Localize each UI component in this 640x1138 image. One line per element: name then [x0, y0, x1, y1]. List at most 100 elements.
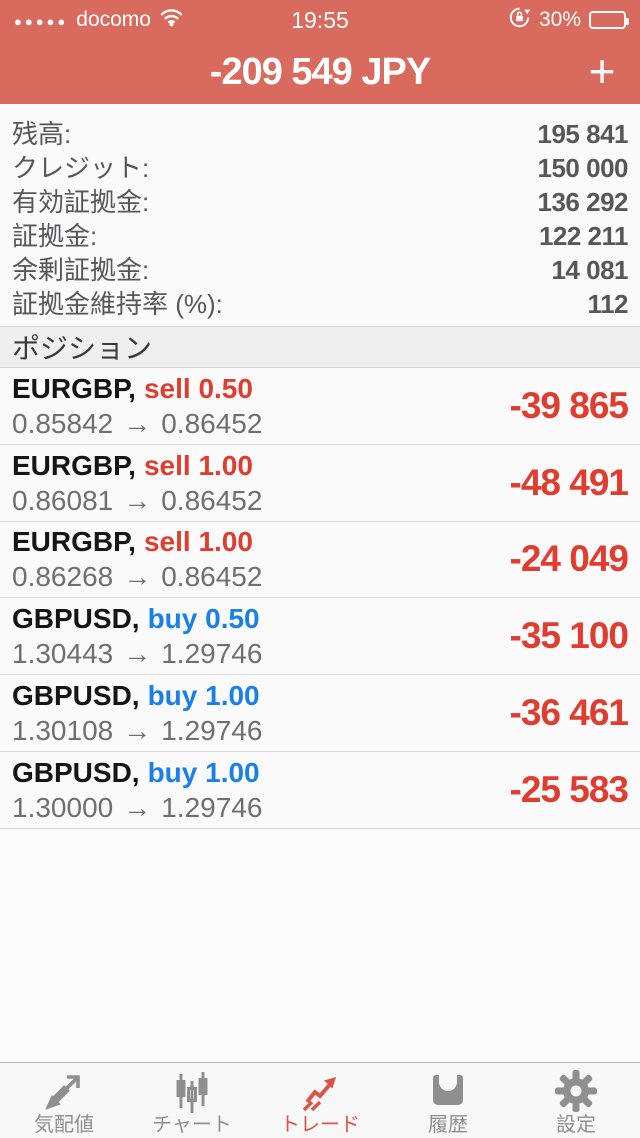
position-info: GBPUSD, buy 0.50 1.30443 → 1.29746	[12, 602, 262, 670]
open-price: 1.30000	[12, 791, 114, 823]
summary-value: 14 081	[551, 255, 628, 285]
account-summary-row: クレジット: 150 000	[12, 148, 629, 183]
battery-percent-label: 30%	[538, 8, 581, 31]
status-bar: ●●●●● docomo 19:55 30%	[0, 0, 640, 40]
tab-bar: 気配値 チャート	[0, 1062, 640, 1138]
tab-charts[interactable]: チャート	[128, 1063, 256, 1138]
current-price: 1.29746	[161, 715, 263, 747]
current-price: 0.86452	[161, 407, 263, 439]
current-price: 1.29746	[161, 638, 263, 670]
position-row[interactable]: EURGBP, sell 1.00 0.86081 → 0.86452 -48 491	[0, 444, 640, 522]
position-prices: 0.85842 → 0.86452	[12, 407, 262, 440]
summary-value: 136 292	[537, 187, 629, 217]
summary-label: 証拠金維持率 (%):	[12, 289, 223, 319]
position-symbol: EURGBP,	[12, 526, 136, 558]
price-arrow: →	[123, 484, 152, 516]
open-price: 1.30443	[12, 638, 114, 670]
position-profit-loss: -24 049	[509, 538, 629, 580]
position-info: GBPUSD, buy 1.00 1.30108 → 1.29746	[12, 679, 262, 747]
position-row[interactable]: GBPUSD, buy 1.00 1.30108 → 1.29746 -36 461	[0, 675, 640, 752]
summary-value: 112	[587, 289, 629, 319]
signal-strength-dots: ●●●●●	[14, 13, 69, 29]
position-profit-loss: -48 491	[509, 461, 629, 503]
position-row[interactable]: EURGBP, sell 1.00 0.86268 → 0.86452 -24 049	[0, 521, 640, 599]
carrier-label: docomo	[76, 8, 151, 31]
current-price: 1.29746	[161, 791, 263, 823]
account-summary-row: 残高: 195 841	[12, 114, 629, 149]
summary-label: 余剰証拠金:	[12, 255, 150, 285]
candlestick-chart-icon	[170, 1068, 214, 1114]
position-prices: 0.86081 → 0.86452	[12, 484, 262, 517]
history-inbox-icon	[426, 1068, 470, 1114]
position-row[interactable]: EURGBP, sell 0.50 0.85842 → 0.86452 -39 865	[0, 368, 640, 445]
open-price: 0.86081	[12, 484, 114, 516]
position-side-volume: buy 1.00	[147, 680, 260, 712]
battery-icon	[589, 11, 629, 29]
current-price: 0.86452	[161, 561, 263, 593]
position-symbol: GBPUSD,	[12, 603, 140, 635]
summary-value: 122 211	[538, 221, 629, 251]
tab-quotes[interactable]: 気配値	[0, 1063, 128, 1138]
positions-section-title: ポジション	[12, 333, 153, 364]
position-title: GBPUSD, buy 1.00	[12, 756, 262, 789]
wifi-icon	[159, 8, 184, 33]
tab-trade[interactable]: トレード	[256, 1063, 384, 1138]
add-order-button[interactable]: +	[578, 42, 626, 100]
summary-label: 残高:	[12, 119, 72, 149]
position-profit-loss: -25 583	[509, 768, 629, 810]
empty-area	[0, 828, 640, 1062]
position-row[interactable]: GBPUSD, buy 0.50 1.30443 → 1.29746 -35 100	[0, 598, 640, 676]
position-info: GBPUSD, buy 1.00 1.30000 → 1.29746	[12, 756, 262, 824]
tab-settings[interactable]: 設定	[512, 1063, 640, 1138]
tab-label: チャート	[152, 1114, 232, 1136]
status-left: ●●●●● docomo	[14, 8, 184, 33]
summary-label: クレジット:	[12, 153, 150, 183]
position-side-volume: buy 1.00	[147, 756, 260, 788]
position-title: GBPUSD, buy 1.00	[12, 679, 262, 712]
position-prices: 0.86268 → 0.86452	[12, 560, 262, 593]
position-prices: 1.30108 → 1.29746	[12, 714, 262, 747]
position-title: EURGBP, sell 1.00	[12, 525, 262, 558]
open-price: 1.30108	[12, 715, 114, 747]
position-symbol: EURGBP,	[12, 372, 136, 404]
position-symbol: EURGBP,	[12, 449, 136, 481]
position-side-volume: sell 1.00	[143, 526, 253, 558]
summary-label: 有効証拠金:	[12, 187, 150, 217]
position-title: GBPUSD, buy 0.50	[12, 602, 262, 635]
position-prices: 1.30443 → 1.29746	[12, 637, 262, 670]
settings-gear-icon	[554, 1068, 598, 1114]
price-arrow: →	[123, 561, 152, 593]
quotes-arrows-icon	[42, 1068, 86, 1114]
position-row[interactable]: GBPUSD, buy 1.00 1.30000 → 1.29746 -25 583	[0, 751, 640, 829]
account-summary-row: 有効証拠金: 136 292	[12, 182, 629, 217]
position-title: EURGBP, sell 1.00	[12, 449, 262, 482]
position-info: EURGBP, sell 1.00 0.86081 → 0.86452	[12, 449, 262, 517]
account-summary: 残高: 195 841 クレジット: 150 000 有効証拠金: 136 29…	[0, 104, 640, 326]
current-price: 0.86452	[161, 484, 263, 516]
account-summary-row: 証拠金維持率 (%): 112	[12, 284, 629, 319]
open-price: 0.85842	[12, 407, 114, 439]
position-profit-loss: -39 865	[509, 384, 629, 426]
status-right: 30%	[508, 6, 629, 35]
position-side-volume: buy 0.50	[147, 603, 260, 635]
price-arrow: →	[123, 638, 152, 670]
price-arrow: →	[123, 791, 152, 823]
account-summary-row: 余剰証拠金: 14 081	[12, 250, 628, 285]
total-profit-title: -209 549 JPY	[209, 50, 431, 93]
battery-nub	[626, 18, 629, 25]
summary-label: 証拠金:	[12, 221, 98, 251]
trade-trend-icon	[298, 1068, 342, 1114]
position-symbol: GBPUSD,	[12, 756, 140, 788]
position-profit-loss: -36 461	[509, 692, 629, 734]
tab-history[interactable]: 履歴	[384, 1063, 512, 1138]
open-price: 0.86268	[12, 561, 114, 593]
position-symbol: GBPUSD,	[12, 680, 140, 712]
summary-value: 150 000	[537, 153, 629, 183]
position-info: EURGBP, sell 1.00 0.86268 → 0.86452	[12, 525, 262, 593]
summary-value: 195 841	[537, 119, 629, 149]
position-title: EURGBP, sell 0.50	[12, 372, 262, 405]
orientation-lock-icon	[508, 6, 531, 35]
tab-label: 気配値	[34, 1114, 94, 1136]
nav-header: -209 549 JPY +	[0, 40, 640, 104]
tab-label: トレード	[280, 1114, 360, 1136]
